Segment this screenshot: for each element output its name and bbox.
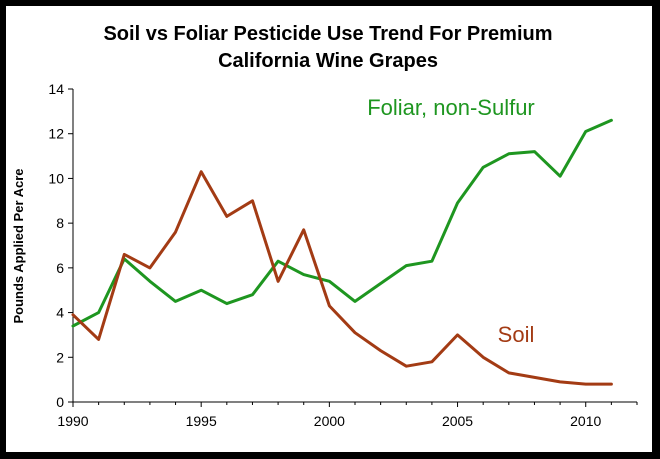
series-label-soil: Soil xyxy=(498,322,535,347)
y-axis-label: Pounds Applied Per Acre xyxy=(11,168,26,323)
y-tick-label: 2 xyxy=(56,349,64,365)
chart-title-line-1: Soil vs Foliar Pesticide Use Trend For P… xyxy=(103,23,552,45)
x-tick-label: 2000 xyxy=(314,413,345,429)
y-tick-label: 4 xyxy=(56,305,64,321)
series-line-soil xyxy=(71,170,613,386)
chart-title-line-2: California Wine Grapes xyxy=(218,50,438,72)
x-tick-label: 1990 xyxy=(57,413,88,429)
y-tick-label: 6 xyxy=(56,260,64,276)
y-tick-label: 0 xyxy=(56,394,64,410)
chart: Soil vs Foliar Pesticide Use Trend For P… xyxy=(11,23,638,429)
y-tick-label: 10 xyxy=(48,170,64,186)
series-line-foliar-non-sulfur xyxy=(71,118,613,328)
series-layer xyxy=(71,118,613,386)
axes: 0 2 4 6 8 10 12 14 1990 1995 2000 2005 2010 xyxy=(48,81,638,429)
series-label-foliar-non-sulfur: Foliar, non-Sulfur xyxy=(367,95,535,120)
y-tick-label: 12 xyxy=(48,126,64,142)
y-tick-label: 8 xyxy=(56,215,64,231)
x-tick-label: 2005 xyxy=(442,413,473,429)
x-tick-label: 2010 xyxy=(570,413,601,429)
series-labels: Foliar, non-Sulfur Soil xyxy=(367,95,535,347)
y-tick-label: 14 xyxy=(48,81,64,97)
x-tick-label: 1995 xyxy=(186,413,217,429)
chart-frame: Soil vs Foliar Pesticide Use Trend For P… xyxy=(6,6,652,452)
